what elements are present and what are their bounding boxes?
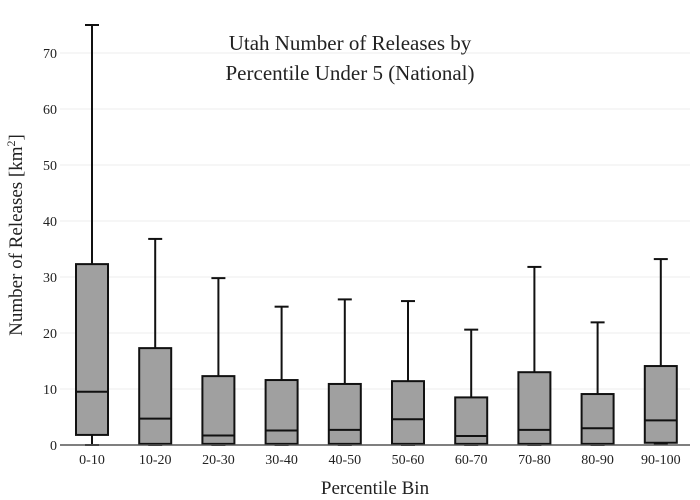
y-tick-labels: 0 10 20 30 40 50 60 70 xyxy=(43,47,57,454)
box-iqr xyxy=(75,263,109,436)
y-tick-label: 20 xyxy=(43,327,57,342)
y-axis-title: Number of Releases [km2] xyxy=(4,134,27,336)
y-tick-label: 60 xyxy=(43,103,57,118)
y-tick-label: 10 xyxy=(43,383,57,398)
y-tick-label: 40 xyxy=(43,215,57,230)
box-iqr xyxy=(138,347,173,445)
box-20-30 xyxy=(201,277,236,446)
x-axis-title: Percentile Bin xyxy=(321,478,430,499)
box-60-70 xyxy=(454,328,489,446)
x-tick-label: 70-80 xyxy=(518,453,551,468)
box-iqr xyxy=(517,371,552,445)
box-iqr xyxy=(327,382,362,445)
chart-title-line-1: Utah Number of Releases by xyxy=(229,31,472,55)
x-tick-label: 0-10 xyxy=(79,453,105,468)
box-0-10 xyxy=(75,24,109,446)
y-axis-title-main: Number of Releases [km xyxy=(6,146,27,336)
box-iqr xyxy=(643,365,678,444)
box-30-40 xyxy=(264,305,299,446)
box-50-60 xyxy=(391,300,425,446)
x-tick-label: 80-90 xyxy=(581,453,614,468)
grid-lines xyxy=(60,52,690,390)
x-tick-label: 90-100 xyxy=(641,453,681,468)
x-tick-label: 10-20 xyxy=(139,453,172,468)
x-tick-label: 50-60 xyxy=(392,453,425,468)
chart-title-line-2: Percentile Under 5 (National) xyxy=(226,61,475,85)
y-tick-label: 70 xyxy=(43,47,57,62)
box-iqr xyxy=(580,393,615,445)
y-axis-title-superscript: 2 xyxy=(4,140,18,146)
box-iqr xyxy=(391,380,425,445)
box-10-20 xyxy=(138,237,173,446)
box-iqr xyxy=(264,379,299,445)
x-tick-label: 40-50 xyxy=(328,453,361,468)
box-iqr xyxy=(201,375,236,445)
box-90-100 xyxy=(643,258,678,445)
x-tick-labels: 0-10 10-20 20-30 30-40 40-50 50-60 60-70 70-80 8… xyxy=(79,453,680,468)
box-series xyxy=(75,24,678,446)
box-40-50 xyxy=(327,298,362,446)
y-tick-label: 30 xyxy=(43,271,57,286)
x-tick-label: 60-70 xyxy=(455,453,488,468)
y-axis-title-close: ] xyxy=(6,134,27,140)
y-tick-label: 0 xyxy=(50,439,57,454)
box-70-80 xyxy=(517,265,552,446)
box-80-90 xyxy=(580,321,615,446)
x-tick-label: 30-40 xyxy=(265,453,298,468)
y-tick-label: 50 xyxy=(43,159,57,174)
x-tick-label: 20-30 xyxy=(202,453,235,468)
